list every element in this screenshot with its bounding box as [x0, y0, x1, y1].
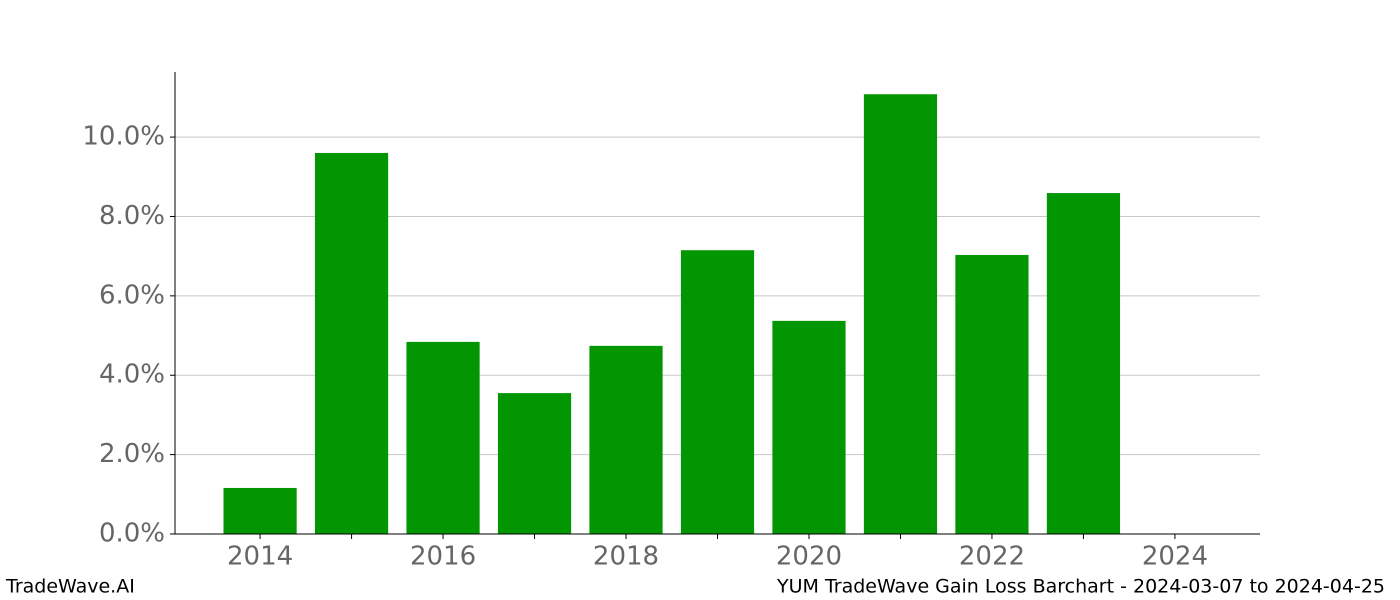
bar [772, 320, 846, 534]
watermark: TradeWave.AI [5, 576, 135, 598]
bar [406, 341, 480, 534]
bar [1046, 193, 1121, 534]
chart-title: YUM TradeWave Gain Loss Barchart - 2024-… [776, 576, 1385, 598]
x-tick-label: 2018 [593, 542, 659, 572]
bar [863, 94, 938, 534]
y-tick-label: 10.0% [82, 122, 165, 152]
y-tick-label: 2.0% [99, 439, 165, 469]
bar [955, 254, 1029, 534]
x-tick-label: 2024 [1142, 542, 1208, 572]
y-tick-label: 4.0% [99, 360, 165, 390]
bar [497, 393, 572, 534]
x-tick-label: 2022 [959, 542, 1025, 572]
bar [314, 152, 389, 535]
y-tick-label: 8.0% [99, 201, 165, 231]
bar [223, 487, 297, 534]
bar [589, 345, 663, 534]
y-tick-label: 6.0% [99, 280, 165, 310]
y-tick-label: 0.0% [99, 519, 165, 549]
bar [680, 250, 755, 534]
x-tick-label: 2014 [227, 542, 293, 572]
x-tick-label: 2020 [776, 542, 842, 572]
x-tick-label: 2016 [410, 542, 476, 572]
